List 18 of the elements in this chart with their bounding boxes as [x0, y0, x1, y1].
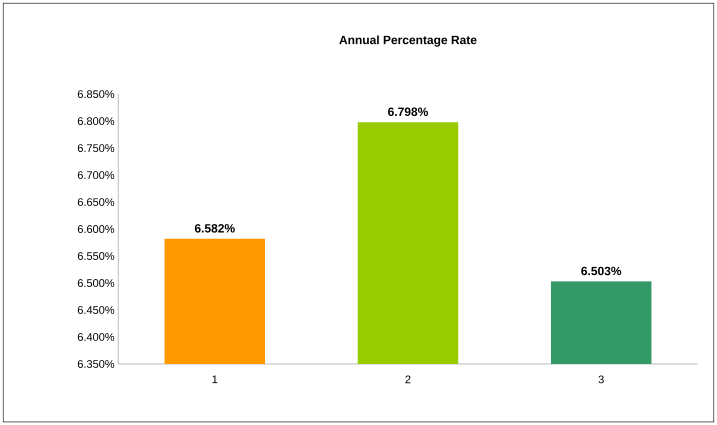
y-tick-label: 6.750% — [78, 144, 114, 152]
data-label: 6.503% — [581, 266, 622, 276]
y-tick-label: 6.600% — [78, 225, 114, 233]
y-tick-label: 6.550% — [78, 252, 114, 260]
y-tick-label: 6.500% — [78, 279, 114, 287]
chart-title: Annual Percentage Rate — [339, 35, 477, 47]
y-tick-label: 6.850% — [78, 90, 114, 98]
y-tick-label: 6.350% — [78, 360, 114, 368]
y-tick-label: 6.700% — [78, 171, 114, 179]
data-label: 6.582% — [194, 224, 235, 232]
y-tick-label: 6.650% — [78, 198, 114, 206]
x-tick-label: 2 — [405, 375, 410, 384]
x-tick-label: 1 — [212, 375, 218, 384]
y-tick-label: 6.800% — [78, 117, 114, 125]
data-label: 6.798% — [388, 107, 428, 116]
y-tick-label: 6.400% — [78, 333, 114, 341]
x-tick-label: 3 — [598, 375, 604, 384]
y-tick-label: 6.450% — [78, 306, 114, 314]
